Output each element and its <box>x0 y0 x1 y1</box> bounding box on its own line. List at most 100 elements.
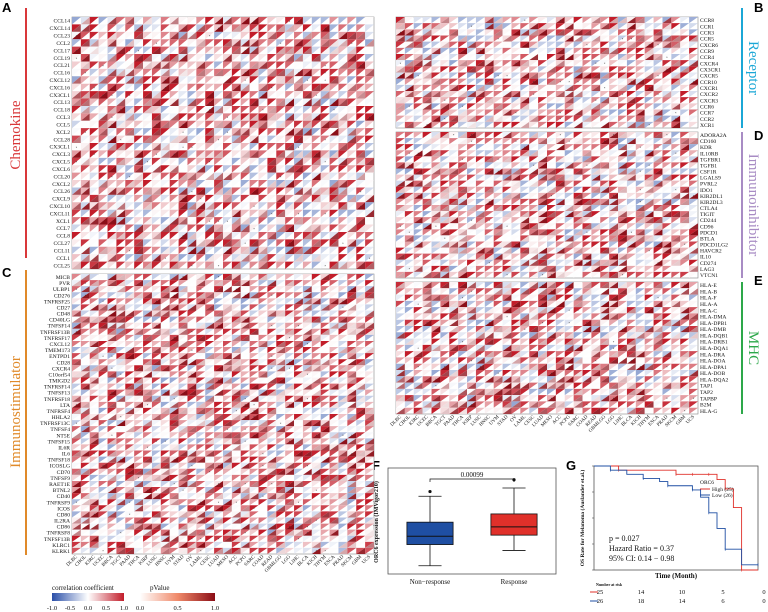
heatmap-cell-correlation <box>276 150 286 158</box>
heatmap-cell-correlation <box>196 172 206 181</box>
heatmap-cell-correlation <box>258 98 268 106</box>
gene-label: CCR1 <box>700 24 714 30</box>
heatmap-cell-correlation <box>329 194 339 203</box>
heatmap-cell-pvalue <box>160 61 170 69</box>
heatmap-cell-pvalue <box>276 209 286 218</box>
heatmap-cell-correlation <box>267 128 277 136</box>
heatmap-cell-correlation <box>258 172 268 181</box>
heatmap-cell-correlation <box>125 68 135 77</box>
heatmap-cell-pvalue <box>302 187 312 195</box>
heatmap-cell-pvalue <box>116 83 126 92</box>
heatmap-cell-pvalue <box>98 180 108 188</box>
heatmap-cell-pvalue <box>338 113 348 121</box>
heatmap-cell-correlation <box>302 157 312 166</box>
heatmap-cell-pvalue <box>205 209 215 218</box>
title-mhc: MHC <box>745 331 761 365</box>
heatmap-cell-pvalue <box>329 180 339 188</box>
heatmap-cell-correlation <box>178 54 188 62</box>
heatmap-cell-correlation <box>311 98 321 106</box>
heatmap-cell-pvalue <box>311 157 321 166</box>
title-immunoinhibitor: Immunoinhibitor <box>745 154 761 257</box>
heatmap-cell-pvalue <box>134 172 144 181</box>
gene-label: CX3CL1 <box>49 145 70 151</box>
heatmap-cell-pvalue <box>196 68 206 77</box>
heatmap-cell-correlation <box>80 143 90 151</box>
heatmap-cell-correlation <box>72 83 81 92</box>
heatmap-cell-correlation <box>98 135 108 143</box>
heatmap-cell-correlation <box>258 24 268 32</box>
significance-mark: * <box>200 198 202 202</box>
heatmap-cell-correlation <box>276 39 286 47</box>
heatmap-cell-pvalue <box>151 98 161 106</box>
heatmap-cell-correlation <box>365 120 374 129</box>
heatmap-immunostimulator: * * *** * * * ** * * ** * **** * * ** ** **** * *** * ** * ***… <box>40 273 375 574</box>
heatmap-cell-correlation <box>116 83 126 92</box>
heatmap-cell-correlation <box>231 98 241 106</box>
heatmap-cell-pvalue <box>329 194 339 203</box>
heatmap-cell-correlation <box>365 31 374 40</box>
heatmap-cell-correlation <box>329 150 339 158</box>
heatmap-cell-correlation <box>240 143 250 151</box>
heatmap-cell-pvalue <box>311 54 321 62</box>
heatmap-cell-pvalue <box>329 113 339 121</box>
heatmap-cell-pvalue <box>134 24 144 32</box>
heatmap-cell-correlation <box>329 165 339 173</box>
heatmap-cell-correlation <box>169 172 179 181</box>
heatmap-cell-correlation <box>107 113 117 121</box>
heatmap-cell-correlation <box>178 135 188 143</box>
heatmap-cell-correlation <box>223 202 232 210</box>
heatmap-cell-correlation <box>294 180 303 188</box>
heatmap-cell-pvalue <box>231 113 241 121</box>
heatmap-cell-correlation <box>80 172 90 181</box>
heatmap-cell-correlation <box>98 54 108 62</box>
significance-mark: * <box>173 153 175 157</box>
heatmap-cell-correlation <box>205 120 215 129</box>
heatmap-cell-pvalue <box>329 76 339 84</box>
heatmap-cell-correlation <box>285 54 295 62</box>
heatmap-cell-correlation <box>89 194 99 203</box>
heatmap-cell-pvalue <box>214 150 223 158</box>
heatmap-cell-correlation <box>320 39 330 47</box>
heatmap-cell-correlation <box>205 61 215 69</box>
heatmap-cell-correlation <box>347 46 357 55</box>
heatmap-cell-correlation <box>107 24 117 32</box>
significance-mark: * <box>298 146 300 150</box>
heatmap-cell-pvalue <box>116 217 126 225</box>
heatmap-cell-pvalue <box>356 54 366 62</box>
heatmap-cell-pvalue <box>267 157 277 166</box>
gene-label: CCL19 <box>54 56 71 62</box>
heatmap-cell-correlation <box>249 76 259 84</box>
heatmap-cell-correlation <box>72 98 81 106</box>
heatmap-cell-correlation <box>169 180 179 188</box>
heatmap-cell-pvalue <box>329 150 339 158</box>
heatmap-cell-pvalue <box>107 120 117 129</box>
heatmap-cell-correlation <box>249 105 259 114</box>
heatmap-cell-correlation <box>302 54 312 62</box>
gene-label: XCL1 <box>56 219 70 225</box>
heatmap-cell-correlation <box>205 105 215 114</box>
heatmap-cell-correlation <box>267 17 277 25</box>
heatmap-cell-correlation <box>72 194 81 203</box>
heatmap-cell-correlation <box>169 61 179 69</box>
heatmap-cell-correlation <box>320 61 330 69</box>
heatmap-cell-correlation <box>285 150 295 158</box>
heatmap-cell-correlation <box>187 39 197 47</box>
heatmap-cell-correlation <box>205 187 215 195</box>
heatmap-cell-pvalue <box>294 150 303 158</box>
heatmap-cell-correlation <box>329 187 339 195</box>
heatmap-cell-correlation <box>302 113 312 121</box>
heatmap-cell-correlation <box>320 209 330 218</box>
heatmap-cell-correlation <box>267 61 277 69</box>
heatmap-cell-pvalue <box>320 39 330 47</box>
heatmap-cell-pvalue <box>151 187 161 195</box>
significance-mark: * <box>182 131 184 135</box>
heatmap-cell-correlation <box>329 17 339 25</box>
heatmap-cell-correlation <box>223 105 232 114</box>
heatmap-cell-correlation <box>302 24 312 32</box>
heatmap-cell-pvalue <box>80 39 90 47</box>
heatmap-cell-pvalue <box>223 39 232 47</box>
cancer-label: STAD <box>173 555 186 568</box>
heatmap-cell-correlation <box>356 113 366 121</box>
heatmap-cell-correlation <box>258 68 268 77</box>
heatmap-cell-pvalue <box>107 135 117 143</box>
